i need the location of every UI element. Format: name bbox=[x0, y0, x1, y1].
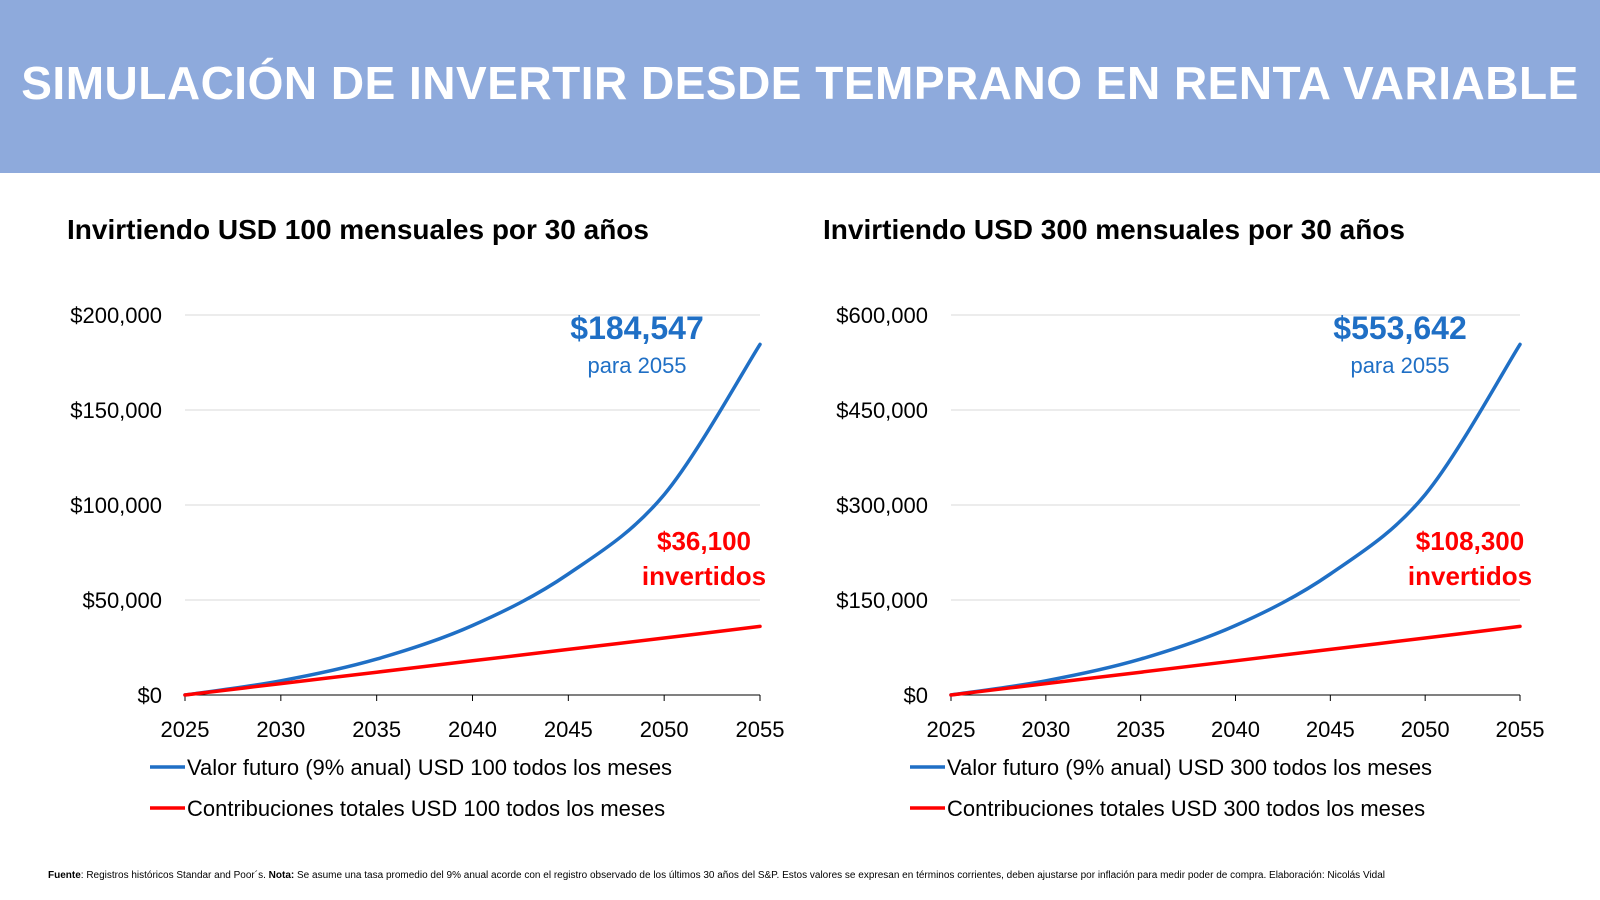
x-tick-label: 2055 bbox=[736, 717, 785, 742]
x-tick-label: 2055 bbox=[1496, 717, 1545, 742]
y-tick-label: $450,000 bbox=[836, 398, 928, 423]
annotation-future-value-sub: para 2055 bbox=[587, 353, 686, 378]
x-tick-label: 2050 bbox=[640, 717, 689, 742]
series-line-future-value bbox=[949, 342, 1522, 697]
y-tick-label: $100,000 bbox=[70, 493, 162, 518]
legend-label: Valor futuro (9% anual) USD 300 todos lo… bbox=[947, 755, 1432, 780]
y-tick-label: $150,000 bbox=[70, 398, 162, 423]
y-tick-label: $200,000 bbox=[70, 303, 162, 328]
y-tick-label: $0 bbox=[138, 683, 162, 708]
footnote-source-label: Fuente bbox=[48, 870, 81, 881]
annotation-future-value: $184,547 bbox=[570, 310, 703, 346]
y-tick-label: $150,000 bbox=[836, 588, 928, 613]
x-tick-label: 2050 bbox=[1401, 717, 1450, 742]
x-tick-label: 2035 bbox=[352, 717, 401, 742]
y-tick-label: $600,000 bbox=[836, 303, 928, 328]
series-line-future-value bbox=[183, 342, 762, 697]
series-line-contributions bbox=[949, 624, 1522, 697]
series-line-contributions bbox=[183, 624, 762, 697]
x-tick-label: 2030 bbox=[256, 717, 305, 742]
y-tick-label: $50,000 bbox=[82, 588, 162, 613]
x-tick-label: 2040 bbox=[1211, 717, 1260, 742]
page-title: SIMULACIÓN DE INVERTIR DESDE TEMPRANO EN… bbox=[21, 57, 1579, 109]
chart-title-left: Invirtiendo USD 100 mensuales por 30 año… bbox=[67, 214, 649, 245]
footnote: Fuente: Registros históricos Standar and… bbox=[48, 870, 1578, 881]
footnote-note-text: Se asume una tasa promedio del 9% anual … bbox=[294, 870, 1386, 881]
annotation-contributions-sub: invertidos bbox=[642, 561, 766, 591]
legend-label: Contribuciones totales USD 300 todos los… bbox=[947, 796, 1425, 821]
chart-left: $0 $50,000 $100,000 $150,000 $200,000 2025 203… bbox=[70, 303, 784, 821]
x-tick-label: 2035 bbox=[1116, 717, 1165, 742]
chart-right: $0 $150,000 $300,000 $450,000 $600,000 2025 20… bbox=[836, 303, 1544, 821]
annotation-future-value-sub: para 2055 bbox=[1350, 353, 1449, 378]
y-tick-label: $300,000 bbox=[836, 493, 928, 518]
footnote-note-label: Nota: bbox=[268, 870, 295, 881]
x-tick-label: 2045 bbox=[1306, 717, 1355, 742]
x-tick-label: 2030 bbox=[1021, 717, 1070, 742]
chart-title-right: Invirtiendo USD 300 mensuales por 30 año… bbox=[823, 214, 1405, 245]
header-banner: SIMULACIÓN DE INVERTIR DESDE TEMPRANO EN… bbox=[0, 0, 1600, 173]
x-tick-label: 2025 bbox=[161, 717, 210, 742]
annotation-contributions: $108,300 bbox=[1416, 526, 1524, 556]
x-tick-label: 2025 bbox=[927, 717, 976, 742]
annotation-contributions: $36,100 bbox=[657, 526, 751, 556]
x-tick-label: 2040 bbox=[448, 717, 497, 742]
annotation-contributions-sub: invertidos bbox=[1408, 561, 1532, 591]
legend-label: Valor futuro (9% anual) USD 100 todos lo… bbox=[187, 755, 672, 780]
x-tick-label: 2045 bbox=[544, 717, 593, 742]
legend-label: Contribuciones totales USD 100 todos los… bbox=[187, 796, 665, 821]
y-tick-label: $0 bbox=[904, 683, 928, 708]
annotation-future-value: $553,642 bbox=[1333, 310, 1466, 346]
footnote-source-text: : Registros históricos Standar and Poor´… bbox=[80, 870, 269, 881]
